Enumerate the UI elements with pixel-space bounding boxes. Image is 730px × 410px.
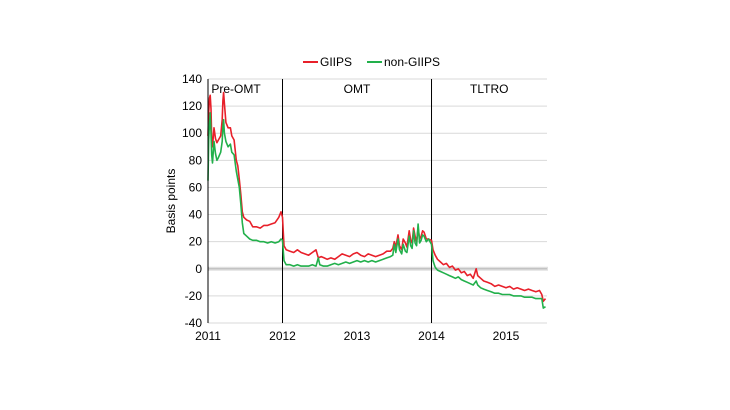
- x-tick-label: 2011: [195, 329, 221, 343]
- y-tick-label: 60: [189, 180, 203, 194]
- period-label: Pre-OMT: [211, 82, 261, 96]
- y-axis-label: Basis points: [164, 169, 178, 234]
- y-tick-labels: -40 -20 0 20 40 60 80 100 120 140: [182, 72, 202, 330]
- series-line-non-giips: [207, 112, 546, 309]
- x-tick-label: 2015: [493, 329, 520, 343]
- y-tick-label: -40: [185, 316, 203, 330]
- period-labels: Pre-OMT OMT TLTRO: [211, 82, 508, 96]
- y-tick-label: 100: [182, 126, 202, 140]
- y-tick-label: 0: [195, 262, 202, 276]
- y-tick-label: 20: [189, 235, 203, 249]
- x-tick-label: 2014: [418, 329, 445, 343]
- x-tick-labels: 2011 2012 2013 2014 2015: [195, 329, 520, 343]
- y-tick-label: -20: [185, 289, 203, 303]
- y-tick-label: 140: [182, 72, 202, 86]
- x-tick-label: 2013: [344, 329, 371, 343]
- period-dividers: [282, 79, 433, 323]
- legend-label: non-GIIPS: [384, 55, 440, 69]
- series-lines: [207, 91, 547, 309]
- series-line-giips: [207, 91, 547, 303]
- y-tick-label: 40: [189, 208, 203, 222]
- x-tick-label: 2012: [269, 329, 296, 343]
- y-tick-label: 80: [189, 153, 203, 167]
- legend: GIIPS non-GIIPS: [303, 55, 440, 69]
- zero-line-hatch: [208, 266, 548, 271]
- period-label: OMT: [344, 82, 371, 96]
- y-tick-label: 120: [182, 99, 202, 113]
- period-label: TLTRO: [470, 82, 508, 96]
- legend-label: GIIPS: [320, 55, 352, 69]
